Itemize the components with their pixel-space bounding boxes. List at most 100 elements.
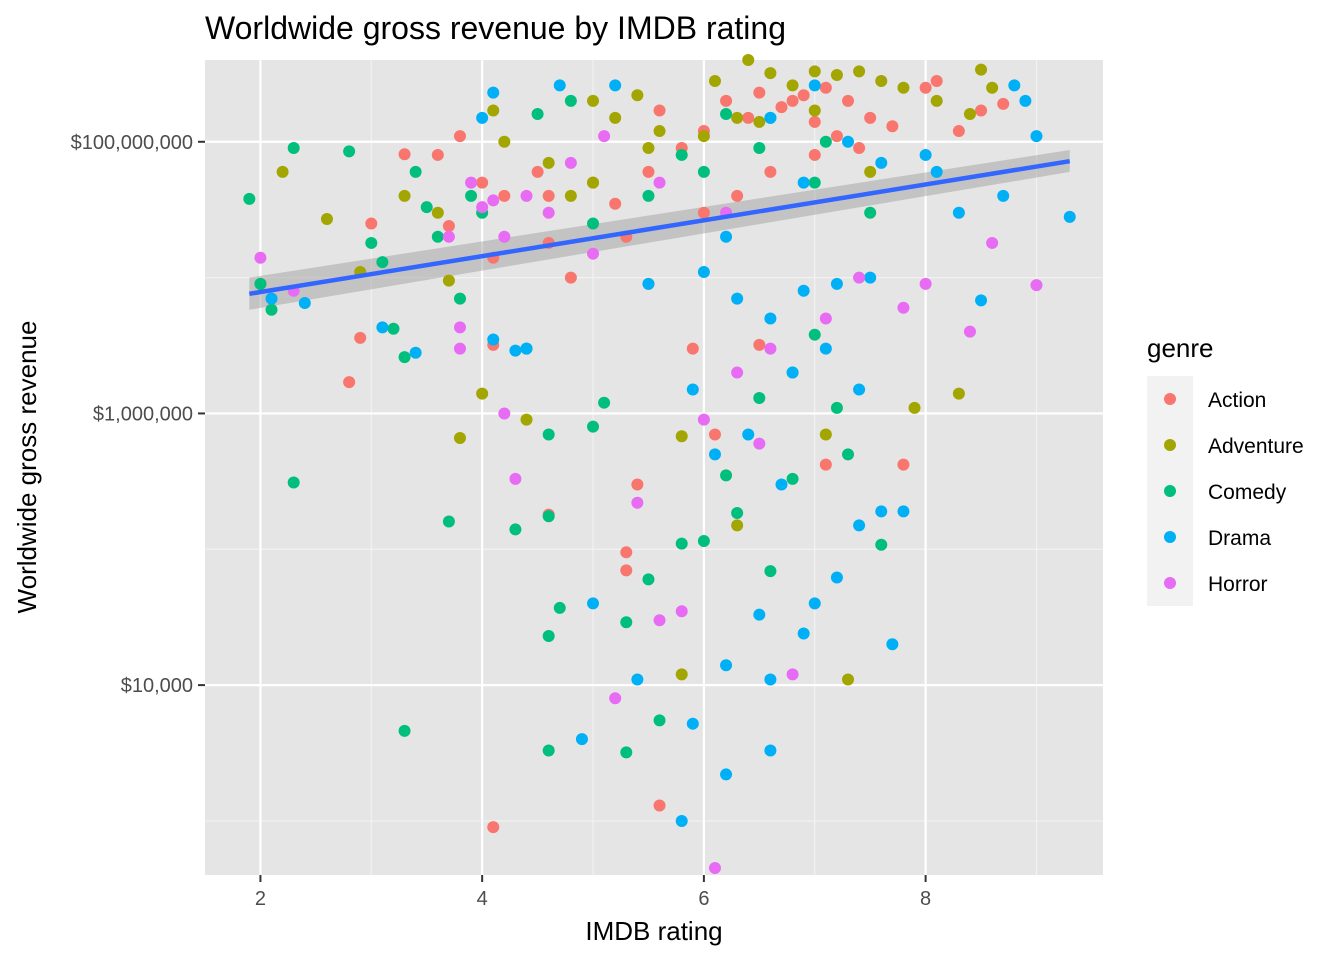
data-point — [686, 383, 699, 396]
data-point — [764, 673, 777, 686]
data-point — [531, 165, 544, 178]
data-point — [542, 206, 555, 219]
data-point — [753, 391, 766, 404]
data-point — [1030, 130, 1043, 143]
data-point — [542, 629, 555, 642]
data-point — [653, 799, 666, 812]
legend-title: genre — [1147, 333, 1214, 363]
data-point — [520, 413, 533, 426]
data-point — [720, 108, 733, 121]
data-point — [686, 717, 699, 730]
data-point — [808, 328, 821, 341]
data-point — [731, 506, 744, 519]
x-tick-label: 6 — [698, 888, 709, 910]
data-point — [764, 67, 777, 80]
data-point — [720, 469, 733, 482]
data-point — [830, 69, 843, 82]
x-tick-label: 8 — [920, 888, 931, 910]
data-point — [520, 189, 533, 202]
confidence-band — [249, 149, 1070, 310]
data-point — [1063, 210, 1076, 223]
data-point — [819, 458, 832, 471]
data-point — [542, 156, 555, 169]
data-point — [675, 605, 688, 618]
legend-label-adventure: Adventure — [1208, 435, 1304, 458]
data-point — [609, 111, 622, 124]
data-point — [830, 401, 843, 414]
data-point — [786, 366, 799, 379]
data-point — [975, 63, 988, 76]
data-point — [808, 65, 821, 78]
data-point — [609, 692, 622, 705]
data-point — [675, 814, 688, 827]
data-point — [742, 428, 755, 441]
data-point — [731, 292, 744, 305]
data-point — [1030, 279, 1043, 292]
data-point — [686, 342, 699, 355]
series-drama — [265, 79, 1076, 827]
data-point — [753, 86, 766, 99]
legend-key-drama — [1164, 531, 1176, 543]
data-point — [875, 75, 888, 88]
data-point — [875, 156, 888, 169]
data-point — [564, 189, 577, 202]
legend-key-adventure — [1164, 439, 1176, 451]
data-point — [764, 565, 777, 578]
data-point — [675, 148, 688, 161]
data-point — [398, 189, 411, 202]
data-point — [764, 342, 777, 355]
data-point — [720, 768, 733, 781]
data-point — [487, 194, 500, 207]
data-point — [697, 265, 710, 278]
data-point — [797, 176, 810, 189]
data-point — [975, 104, 988, 117]
data-point — [797, 627, 810, 640]
data-point — [564, 156, 577, 169]
legend-label-horror: Horror — [1208, 573, 1268, 596]
data-point — [653, 176, 666, 189]
data-point — [764, 744, 777, 757]
data-point — [930, 165, 943, 178]
data-point — [897, 81, 910, 94]
data-point — [830, 130, 843, 143]
data-point — [553, 601, 566, 614]
data-point — [708, 448, 721, 461]
data-point — [808, 104, 821, 117]
data-point — [853, 383, 866, 396]
data-point — [498, 189, 511, 202]
data-point — [842, 673, 855, 686]
data-point — [542, 189, 555, 202]
data-point — [797, 284, 810, 297]
data-point — [919, 277, 932, 290]
legend-label-drama: Drama — [1208, 527, 1271, 550]
data-point — [487, 104, 500, 117]
data-point — [742, 111, 755, 124]
data-point — [808, 597, 821, 610]
data-point — [575, 733, 588, 746]
data-point — [731, 189, 744, 202]
data-point — [476, 387, 489, 400]
data-point — [453, 431, 466, 444]
data-point — [997, 189, 1010, 202]
data-point — [731, 366, 744, 379]
data-point — [642, 573, 655, 586]
data-point — [509, 523, 522, 536]
data-point — [653, 104, 666, 117]
data-point — [997, 97, 1010, 110]
y-tick-label: $10,000 — [121, 675, 193, 697]
data-point — [753, 608, 766, 621]
data-point — [886, 120, 899, 133]
data-point — [631, 496, 644, 509]
data-point — [864, 165, 877, 178]
data-point — [853, 271, 866, 284]
data-point — [808, 115, 821, 128]
data-point — [697, 535, 710, 548]
data-point — [442, 515, 455, 528]
data-point — [542, 510, 555, 523]
data-point — [642, 141, 655, 154]
confidence-band-layer — [249, 149, 1070, 310]
data-point — [498, 135, 511, 148]
data-point — [487, 333, 500, 346]
data-point — [476, 111, 489, 124]
data-point — [742, 54, 755, 66]
